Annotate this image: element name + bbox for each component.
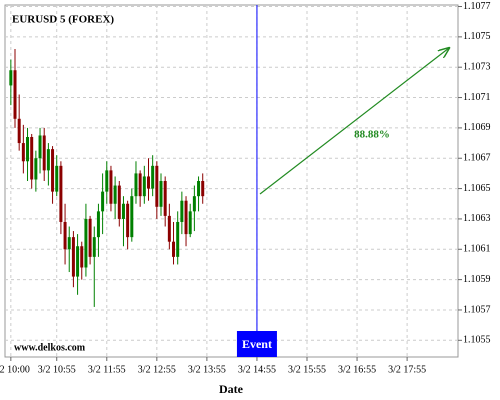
- candle-body: [180, 200, 184, 222]
- candle-body: [38, 135, 42, 159]
- plot-area: [4, 4, 459, 358]
- candle-body: [197, 181, 201, 197]
- candle-body: [167, 215, 171, 242]
- candle-body: [84, 218, 88, 268]
- candle-body: [59, 165, 63, 222]
- candle-body: [96, 211, 100, 238]
- y-tick-label: 1.1069: [463, 122, 491, 133]
- x-tick-label: 3/2 10:55: [38, 364, 76, 375]
- candle-body: [172, 241, 176, 257]
- candle-body: [138, 173, 142, 197]
- trend-arrow: [259, 48, 449, 195]
- x-tick-label: 3/2 12:55: [138, 364, 176, 375]
- candle-body: [17, 118, 21, 144]
- y-tick-label: 1.1075: [463, 31, 491, 42]
- candle-body: [26, 137, 30, 162]
- chart-title: EURUSD 5 (FOREX): [12, 14, 114, 26]
- candle-body: [13, 70, 17, 119]
- candle-body: [80, 246, 84, 268]
- candle-body: [146, 176, 150, 189]
- annotation: 88.88%: [354, 129, 390, 141]
- candle-body: [42, 135, 46, 171]
- candle-body: [155, 165, 159, 207]
- candle-body: [71, 237, 75, 277]
- candle-body: [63, 221, 67, 250]
- x-axis-label: Date: [219, 382, 244, 396]
- candle-body: [176, 221, 180, 257]
- candle-body: [130, 196, 134, 238]
- event-box: [236, 331, 277, 357]
- y-tick-label: 1.1057: [463, 304, 491, 315]
- candle-body: [34, 158, 38, 180]
- x-tick-label: 3/2 10:00: [0, 364, 30, 375]
- x-tick-label: 3/2 17:55: [388, 364, 426, 375]
- candle-body: [192, 196, 196, 212]
- y-tick-label: 1.1063: [463, 213, 491, 224]
- candle-body: [76, 246, 80, 277]
- candle-body: [126, 203, 130, 238]
- y-tick-label: 1.1071: [463, 92, 491, 103]
- candle-body: [109, 170, 113, 204]
- candle-body: [113, 185, 117, 204]
- y-tick-label: 1.1077: [463, 1, 491, 12]
- y-tick-label: 1.1061: [463, 244, 491, 255]
- candle-body: [121, 203, 125, 219]
- candle-body: [67, 237, 71, 250]
- y-tick-label: 1.1073: [463, 62, 491, 73]
- x-tick-label: 3/2 15:55: [288, 364, 326, 375]
- candle-body: [88, 218, 92, 257]
- event-label: Event: [242, 337, 272, 351]
- candle-body: [159, 181, 163, 207]
- candle-body: [105, 170, 109, 192]
- candle-body: [51, 149, 55, 192]
- x-tick-label: 3/2 13:55: [188, 364, 226, 375]
- candle-body: [117, 185, 121, 219]
- candle-body: [201, 181, 205, 197]
- y-tick-label: 1.1065: [463, 183, 491, 194]
- candle-body: [184, 200, 188, 235]
- y-tick-label: 1.1059: [463, 274, 491, 285]
- x-tick-label: 3/2 16:55: [338, 364, 376, 375]
- watermark: www.delkos.com: [14, 342, 86, 353]
- candle-body: [9, 70, 13, 86]
- candle-body: [101, 191, 105, 212]
- x-tick-label: 3/2 11:55: [88, 364, 126, 375]
- candle-body: [21, 143, 25, 162]
- candle-body: [163, 181, 167, 216]
- x-tick-label: 3/2 14:55: [238, 364, 276, 375]
- y-tick-label: 1.1067: [463, 153, 491, 164]
- candle-body: [92, 237, 96, 257]
- candle-body: [151, 165, 155, 189]
- candle-body: [46, 149, 50, 171]
- candle-body: [134, 173, 138, 197]
- y-tick-label: 1.1055: [463, 335, 491, 346]
- candle-body: [55, 165, 59, 192]
- candle-body: [30, 137, 34, 180]
- candle-body: [188, 211, 192, 235]
- candle-body: [142, 176, 146, 197]
- candles: [9, 49, 205, 307]
